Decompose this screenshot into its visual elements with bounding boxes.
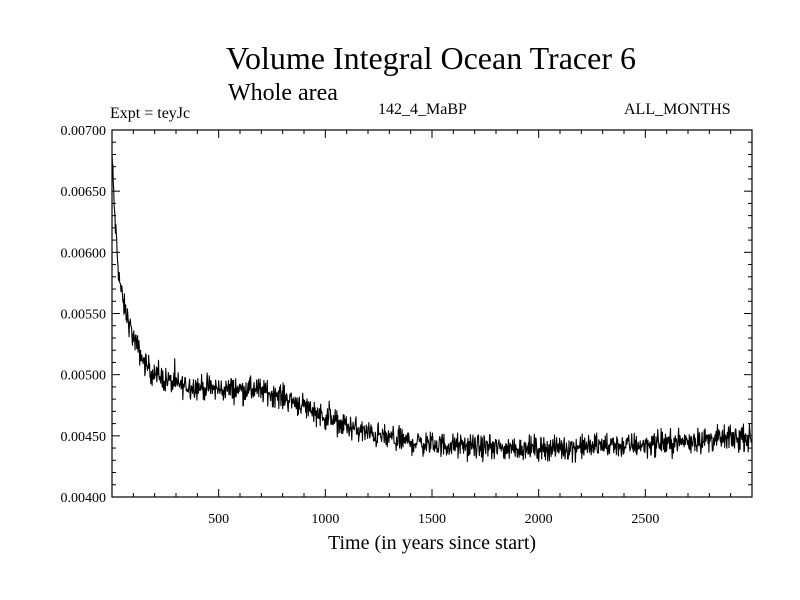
y-tick-label: 0.00500 — [61, 369, 107, 384]
x-tick-label: 2000 — [525, 512, 553, 527]
chart-title: Volume Integral Ocean Tracer 6 — [226, 40, 636, 76]
y-tick-label: 0.00450 — [61, 430, 107, 445]
y-tick-label: 0.00600 — [61, 246, 107, 261]
run-label: 142_4_MaBP — [378, 101, 467, 118]
experiment-label: Expt = teyJc — [110, 105, 191, 122]
y-tick-label: 0.00650 — [61, 185, 107, 200]
x-tick-label: 1500 — [418, 512, 446, 527]
x-axis-label: Time (in years since start) — [327, 532, 537, 554]
y-tick-label: 0.00400 — [61, 491, 107, 506]
months-label: ALL_MONTHS — [624, 101, 731, 118]
x-tick-label: 2500 — [631, 512, 659, 527]
chart-subtitle: Whole area — [228, 80, 338, 106]
x-tick-label: 1000 — [311, 512, 339, 527]
y-tick-label: 0.00550 — [61, 308, 107, 323]
y-tick-label: 0.00700 — [61, 124, 107, 139]
x-tick-label: 500 — [208, 512, 229, 527]
series-line — [111, 153, 753, 463]
